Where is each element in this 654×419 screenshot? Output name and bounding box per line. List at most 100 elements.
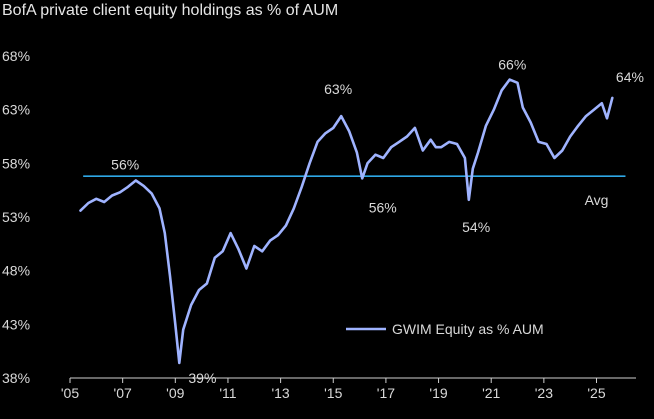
annotation-label: 64% (616, 69, 644, 85)
data-point (529, 121, 532, 124)
y-tick-label: 48% (2, 263, 30, 279)
data-point (361, 177, 364, 180)
data-point (87, 202, 90, 204)
data-point (611, 97, 614, 99)
data-point (493, 108, 495, 111)
x-tick-label: '25 (587, 385, 605, 401)
data-point (585, 115, 587, 117)
data-point (537, 141, 540, 143)
x-tick-label: '09 (166, 385, 184, 401)
data-point (198, 289, 200, 291)
data-point (422, 149, 424, 152)
avg-label: Avg (585, 192, 609, 208)
data-point (182, 328, 184, 331)
data-point (435, 146, 437, 148)
y-tick-label: 53% (2, 209, 30, 225)
annotations: 56% 39% 63% 56% 54% 66% 64% (111, 57, 644, 386)
data-point (221, 250, 224, 253)
data-point (429, 138, 432, 141)
y-tick-label: 68% (2, 48, 30, 64)
data-point (169, 275, 171, 277)
data-point (178, 362, 181, 364)
data-point (285, 224, 287, 227)
data-point (464, 157, 466, 159)
x-tick-label: '07 (114, 385, 132, 401)
series-line-gwim-equity (79, 78, 614, 365)
data-point (508, 78, 511, 81)
data-point (229, 232, 232, 234)
data-point (174, 323, 177, 326)
data-point (440, 146, 443, 148)
data-point (214, 257, 216, 259)
x-tick-label: '23 (535, 385, 553, 401)
x-tick-label: '17 (377, 385, 395, 401)
data-point (561, 149, 564, 152)
data-point (135, 179, 137, 182)
data-point (414, 127, 416, 129)
x-tick-label: '19 (429, 385, 447, 401)
data-point (569, 135, 571, 138)
data-point (577, 125, 579, 127)
data-point (269, 239, 271, 242)
data-point (316, 141, 319, 143)
data-point (382, 157, 385, 159)
data-point (356, 151, 358, 154)
data-point (606, 117, 608, 120)
data-point (500, 89, 503, 92)
annotation-label: 39% (188, 370, 216, 386)
data-point (300, 186, 303, 188)
data-point (516, 82, 519, 84)
data-point (406, 135, 408, 138)
data-point (277, 234, 279, 236)
data-point (308, 162, 311, 165)
x-tick-label: '13 (271, 385, 289, 401)
data-point (390, 146, 393, 148)
data-point (150, 192, 153, 195)
data-point (468, 199, 470, 201)
data-point (206, 282, 208, 285)
data-point (472, 167, 474, 170)
data-point (190, 304, 192, 306)
data-point (485, 125, 487, 127)
reference-lines: Avg (83, 175, 626, 208)
data-point (332, 127, 335, 129)
chart-title: BofA private client equity holdings as %… (2, 2, 339, 19)
x-tick-label: '21 (482, 385, 500, 401)
legend: GWIM Equity as % AUM (346, 321, 544, 337)
y-tick-label: 43% (2, 316, 30, 332)
y-tick-label: 63% (2, 102, 30, 118)
data-point (601, 102, 603, 104)
annotation-label: 56% (369, 199, 397, 215)
annotation-label: 56% (111, 156, 139, 172)
data-point (79, 209, 82, 212)
annotation-label: 54% (462, 219, 490, 235)
series-group (79, 78, 614, 365)
data-point (553, 157, 556, 159)
data-point (253, 245, 256, 247)
data-point (119, 191, 121, 194)
x-tick-label: '05 (61, 385, 79, 401)
data-point (324, 132, 327, 135)
data-point (293, 207, 295, 210)
data-point (111, 194, 113, 197)
data-point (340, 115, 343, 117)
data-point (522, 106, 524, 109)
annotation-label: 66% (498, 57, 526, 73)
data-point (593, 108, 595, 111)
data-point (95, 198, 98, 200)
data-point (398, 141, 400, 143)
data-point (237, 248, 240, 250)
data-point (158, 207, 161, 210)
data-point (366, 162, 369, 165)
legend-label: GWIM Equity as % AUM (392, 321, 544, 337)
data-point (456, 143, 458, 145)
y-tick-label: 58% (2, 155, 30, 171)
y-axis: 68% 63% 58% 53% 48% 43% 38% (2, 48, 30, 386)
data-point (448, 141, 450, 143)
data-point (545, 143, 548, 145)
data-point (477, 151, 479, 154)
data-point (103, 201, 105, 203)
x-tick-label: '15 (324, 385, 342, 401)
annotation-label: 63% (324, 81, 352, 97)
data-point (164, 232, 166, 234)
